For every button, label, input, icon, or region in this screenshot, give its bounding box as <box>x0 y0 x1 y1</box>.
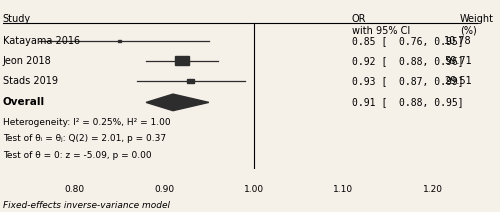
Text: 1.00: 1.00 <box>244 186 264 194</box>
Text: Study: Study <box>3 14 31 24</box>
Text: 0.90: 0.90 <box>154 186 174 194</box>
Text: 10.78: 10.78 <box>444 36 472 46</box>
Text: Weight
(%): Weight (%) <box>460 14 494 36</box>
Text: 1.20: 1.20 <box>423 186 443 194</box>
Text: Katayama 2016: Katayama 2016 <box>3 36 80 46</box>
Text: 1.10: 1.10 <box>333 186 353 194</box>
Text: OR
with 95% CI: OR with 95% CI <box>352 14 410 36</box>
Text: 59.71: 59.71 <box>444 56 472 66</box>
Text: 0.80: 0.80 <box>64 186 84 194</box>
Polygon shape <box>146 94 209 111</box>
Text: Stads 2019: Stads 2019 <box>3 76 58 86</box>
Text: 0.92 [  0.88, 0.96]: 0.92 [ 0.88, 0.96] <box>352 56 464 66</box>
FancyBboxPatch shape <box>175 56 189 66</box>
Text: 29.51: 29.51 <box>444 76 472 86</box>
Text: Heterogeneity: I² = 0.25%, H² = 1.00: Heterogeneity: I² = 0.25%, H² = 1.00 <box>3 118 170 127</box>
Text: 0.85 [  0.76, 0.95]: 0.85 [ 0.76, 0.95] <box>352 36 464 46</box>
Text: Test of θ = 0: z = -5.09, p = 0.00: Test of θ = 0: z = -5.09, p = 0.00 <box>3 151 152 160</box>
Text: 0.93 [  0.87, 0.99]: 0.93 [ 0.87, 0.99] <box>352 76 464 86</box>
Text: Jeon 2018: Jeon 2018 <box>3 56 51 66</box>
Text: 0.91 [  0.88, 0.95]: 0.91 [ 0.88, 0.95] <box>352 97 464 107</box>
Text: Test of θᵢ = θⱼ: Q(2) = 2.01, p = 0.37: Test of θᵢ = θⱼ: Q(2) = 2.01, p = 0.37 <box>3 134 166 144</box>
FancyBboxPatch shape <box>188 79 194 83</box>
Text: Overall: Overall <box>3 97 45 107</box>
FancyBboxPatch shape <box>118 40 120 42</box>
Text: Fixed-effects inverse-variance model: Fixed-effects inverse-variance model <box>3 201 170 210</box>
